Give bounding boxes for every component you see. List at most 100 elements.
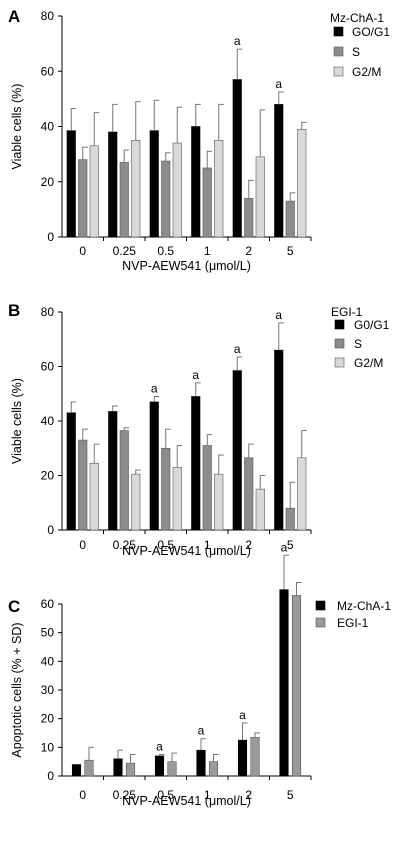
x-tick-label: 0 xyxy=(79,788,86,802)
bar-g0-g1 xyxy=(108,411,118,531)
y-tick-label: 40 xyxy=(41,654,55,668)
legend-label: S xyxy=(354,337,362,351)
bar-s xyxy=(202,167,212,238)
bar-go-g1 xyxy=(232,79,242,238)
bar-s xyxy=(244,198,254,238)
x-tick-label: 5 xyxy=(287,244,294,258)
significance-label: a xyxy=(234,34,241,48)
bar-g0-g1 xyxy=(191,396,201,531)
bar-g2-m xyxy=(89,462,99,531)
legend-swatch xyxy=(334,357,345,368)
bar-g2-m xyxy=(255,156,265,238)
bar-go-g1 xyxy=(191,126,201,238)
bar-g2-m xyxy=(172,142,182,238)
y-axis-title: Viable cells (%) xyxy=(10,84,24,170)
y-tick-label: 20 xyxy=(41,175,55,189)
legend-title: Mz-ChA-1 xyxy=(330,11,384,25)
chart-panel-a: A 0 20 40 60 80 0 0.25 0.5 1 2 a 5 a NVP-AEW541 (μmol/… xyxy=(8,7,390,273)
significance-label: a xyxy=(192,368,199,382)
x-axis-title: NVP-AEW541 (μmol/L) xyxy=(122,259,251,273)
bar-mz-cha-1 xyxy=(237,739,248,777)
bar-s xyxy=(285,507,295,531)
bar-egi-1 xyxy=(291,595,302,777)
bar-g2-m xyxy=(131,140,141,238)
bar-s xyxy=(119,430,129,531)
x-tick-label: 0.25 xyxy=(113,538,137,552)
y-axis-title: Viable cells (%) xyxy=(10,378,24,464)
legend-swatch xyxy=(333,26,344,37)
legend-swatch xyxy=(315,617,326,628)
y-tick-label: 50 xyxy=(41,626,55,640)
y-tick-label: 80 xyxy=(41,9,55,23)
x-tick-label: 0.25 xyxy=(113,788,137,802)
x-tick-label: 0.5 xyxy=(157,788,174,802)
legend-label: GO/G1 xyxy=(352,25,390,39)
panel-letter: A xyxy=(8,7,20,26)
y-tick-label: 10 xyxy=(41,740,55,754)
y-tick-label: 0 xyxy=(47,769,54,783)
bar-go-g1 xyxy=(274,104,284,238)
x-axis-title: NVP-AEW541 (μmol/L) xyxy=(122,544,251,558)
panel-letter: B xyxy=(8,301,20,320)
bar-go-g1 xyxy=(66,130,76,238)
significance-label: a xyxy=(281,540,288,554)
bar-s xyxy=(161,447,171,531)
x-tick-label: 0.5 xyxy=(157,244,174,258)
y-tick-label: 40 xyxy=(41,120,55,134)
x-tick-label: 5 xyxy=(287,788,294,802)
bar-s xyxy=(202,445,212,531)
bar-g0-g1 xyxy=(66,412,76,531)
x-tick-label: 2 xyxy=(245,788,252,802)
bar-s xyxy=(78,159,88,238)
bar-mz-cha-1 xyxy=(279,589,289,777)
legend-label: G2/M xyxy=(354,356,383,370)
bar-s xyxy=(285,200,295,238)
panel-letter: C xyxy=(8,597,20,616)
y-tick-label: 0 xyxy=(47,523,54,537)
bar-egi-1 xyxy=(84,759,94,777)
bar-mz-cha-1 xyxy=(154,755,165,777)
bar-g2-m xyxy=(131,473,141,531)
bar-g2-m xyxy=(297,128,307,238)
legend-swatch xyxy=(333,66,344,77)
y-tick-label: 60 xyxy=(41,360,55,374)
bar-g2-m xyxy=(297,457,307,531)
bar-g2-m xyxy=(214,140,224,238)
y-tick-label: 20 xyxy=(41,469,55,483)
bar-s xyxy=(119,162,129,238)
legend-label: G0/G1 xyxy=(354,318,390,332)
significance-label: a xyxy=(151,381,158,395)
legend-swatch xyxy=(334,338,345,349)
x-tick-label: 1 xyxy=(204,538,211,552)
bar-egi-1 xyxy=(125,762,136,777)
bar-g2-m xyxy=(172,467,182,531)
x-tick-label: 5 xyxy=(287,538,294,552)
bar-s xyxy=(244,457,254,531)
y-tick-label: 40 xyxy=(41,414,55,428)
bar-g2-m xyxy=(255,488,265,531)
legend-swatch xyxy=(315,600,326,611)
x-axis-title: NVP-AEW541 (μmol/L) xyxy=(122,794,251,808)
y-tick-label: 30 xyxy=(41,683,55,697)
x-tick-label: 0.25 xyxy=(113,244,137,258)
legend-title: EGI-1 xyxy=(331,305,363,319)
y-tick-label: 0 xyxy=(47,230,54,244)
bar-s xyxy=(161,160,171,238)
bar-g0-g1 xyxy=(274,349,284,531)
y-tick-label: 60 xyxy=(41,64,55,78)
legend-swatch xyxy=(334,319,345,330)
bar-mz-cha-1 xyxy=(113,758,123,777)
x-tick-label: 0.5 xyxy=(157,538,174,552)
significance-label: a xyxy=(239,708,246,722)
x-tick-label: 2 xyxy=(245,244,252,258)
bar-egi-1 xyxy=(167,761,177,777)
bar-egi-1 xyxy=(208,761,219,777)
significance-label: a xyxy=(234,342,241,356)
bar-egi-1 xyxy=(250,736,260,777)
bar-g0-g1 xyxy=(232,370,242,531)
bar-g0-g1 xyxy=(149,401,159,531)
bar-g2-m xyxy=(214,473,224,531)
y-axis-title: Apoptotic cells (% + SD) xyxy=(10,622,24,757)
legend-label: EGI-1 xyxy=(337,616,369,630)
